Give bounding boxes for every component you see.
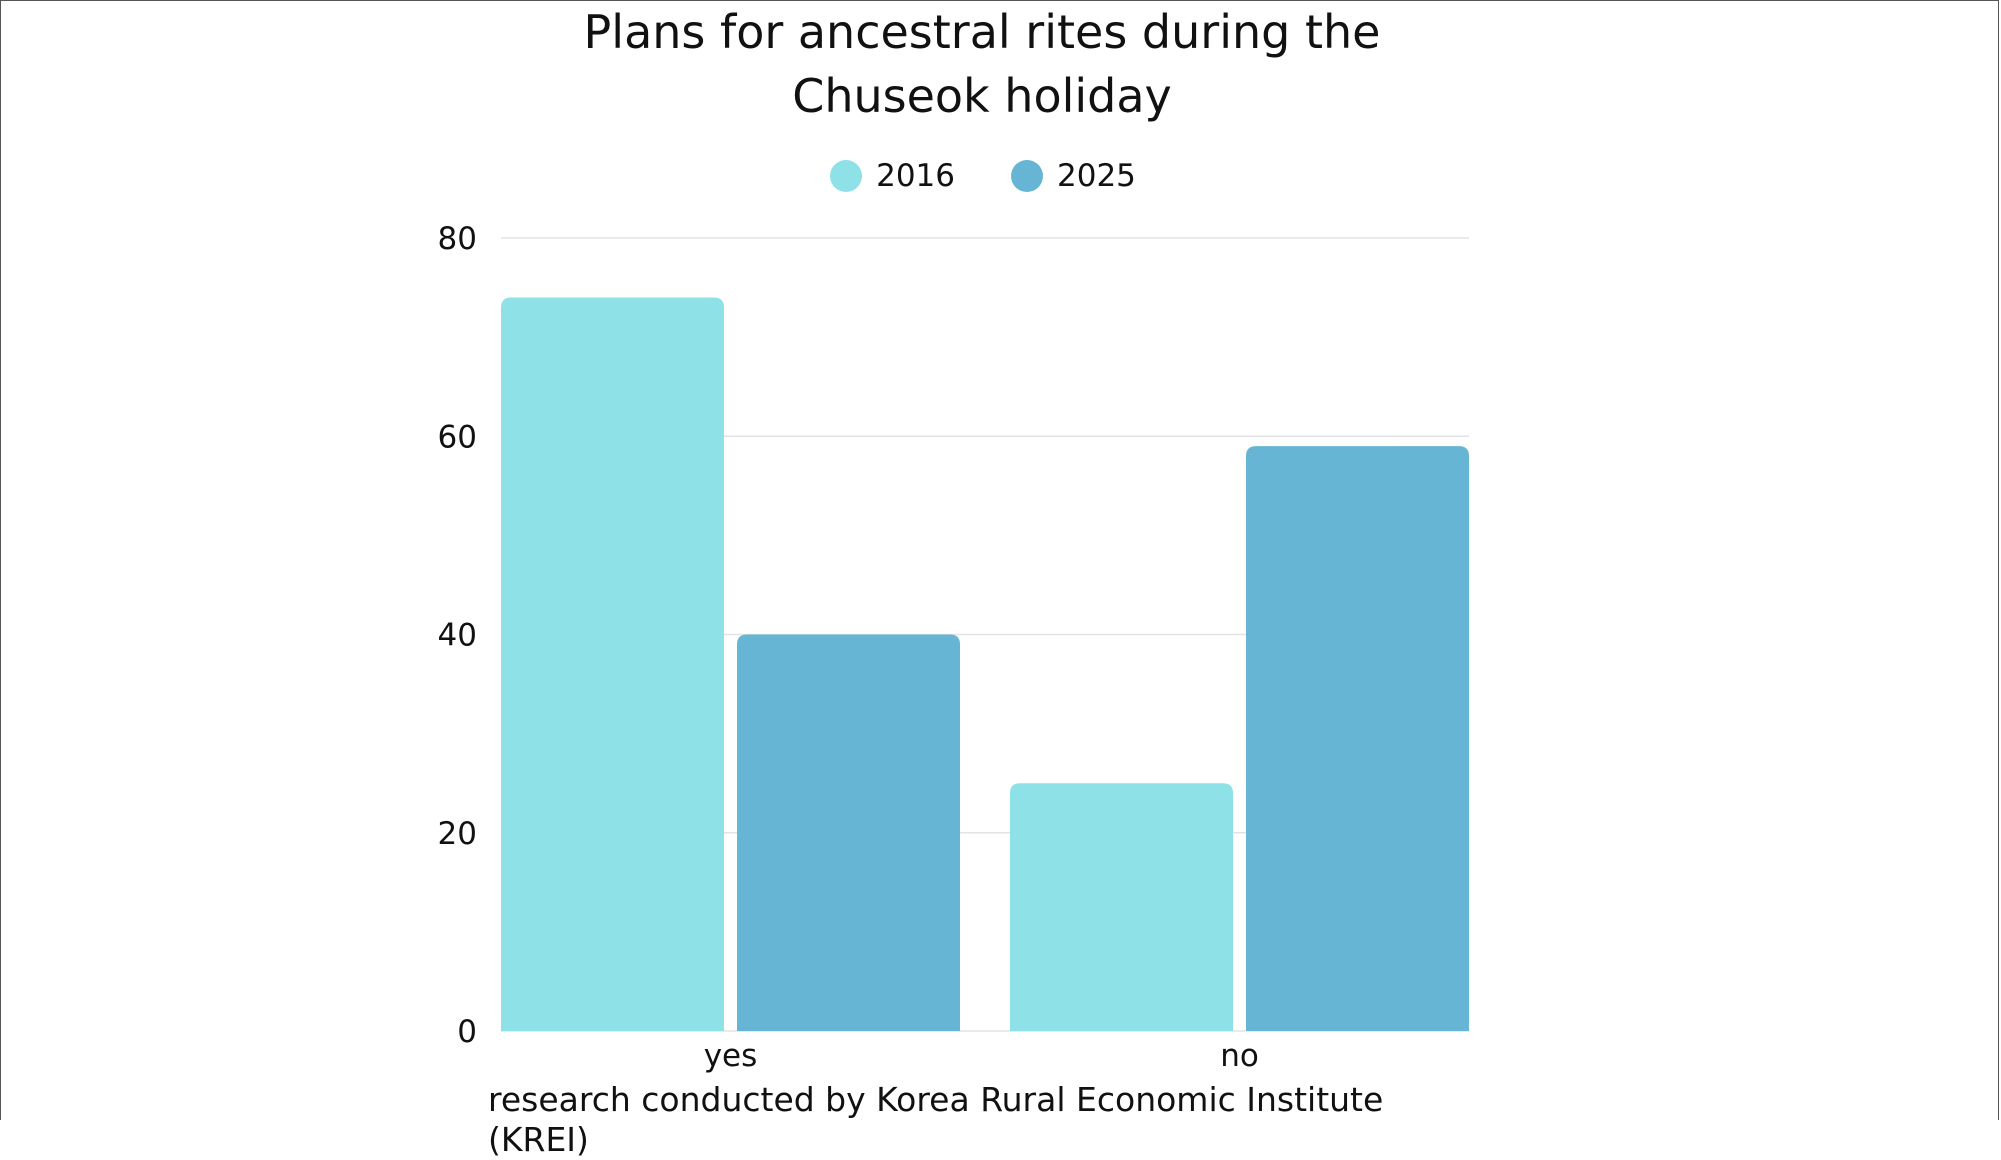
bar-chart: 0 20 40 60 80 yes no	[438, 221, 1469, 1074]
chart-title: Plans for ancestral rites during the Chu…	[478, 0, 1486, 128]
y-tick-label-40: 40	[438, 618, 477, 654]
legend-item-2016: 2016	[830, 158, 955, 194]
chart-title-line-1: Plans for ancestral rites during the	[583, 5, 1381, 59]
legend-swatch-2025	[1011, 160, 1043, 192]
x-category-label-yes: yes	[704, 1038, 758, 1074]
legend-swatch-2016	[830, 160, 863, 192]
chart-title-line-2: Chuseok holiday	[792, 69, 1172, 123]
x-category-label-no: no	[1220, 1038, 1259, 1074]
bar-no-2025	[1246, 446, 1469, 1032]
legend-label-2025: 2025	[1057, 158, 1136, 194]
bar-yes-2025	[737, 634, 960, 1031]
bar-yes-2016	[501, 297, 724, 1032]
chart-frame	[0, 0, 1999, 1120]
y-tick-label-80: 80	[438, 221, 477, 257]
bar-no-2016	[1010, 783, 1233, 1031]
source-note: research conducted by Korea Rural Econom…	[488, 1080, 1384, 1159]
chart-legend: 2016 2025	[0, 158, 1966, 194]
y-tick-label-0: 0	[457, 1014, 477, 1050]
y-tick-label-20: 20	[438, 816, 477, 852]
legend-item-2025: 2025	[1011, 158, 1136, 194]
legend-label-2016: 2016	[876, 158, 955, 194]
y-tick-label-60: 60	[438, 419, 477, 455]
